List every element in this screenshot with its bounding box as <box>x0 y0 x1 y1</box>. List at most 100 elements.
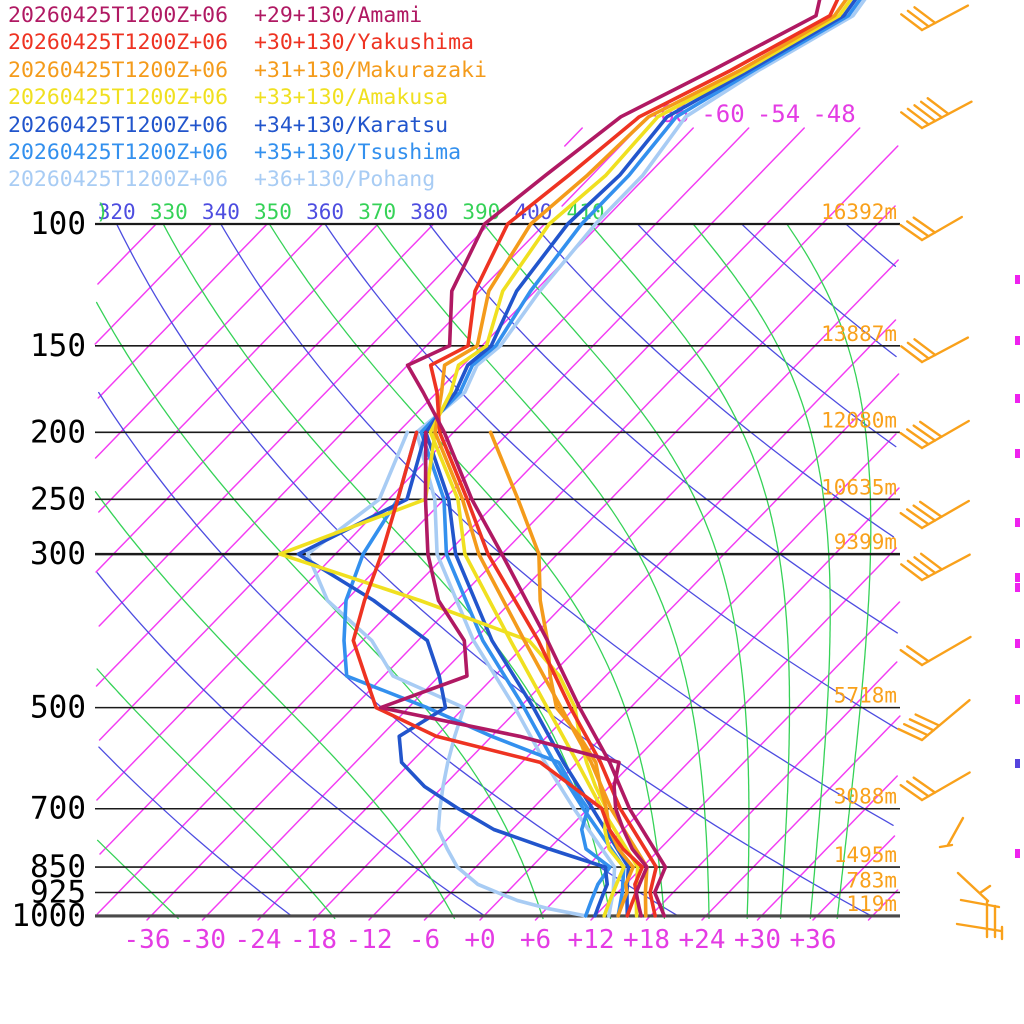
isotherm-line <box>95 223 435 573</box>
dewpoint-karatsu <box>296 430 610 918</box>
wind-barb-stroke <box>920 771 971 802</box>
wind-barb-stroke <box>920 698 971 742</box>
wind-barb-stroke <box>919 552 944 571</box>
moist-adiabat-line <box>375 223 710 920</box>
wind-barb-stroke <box>946 816 965 847</box>
wind-barb-stroke <box>900 13 924 32</box>
wind-barb-stroke <box>912 216 937 234</box>
wind-barb-stroke <box>905 220 930 238</box>
isotherm-line <box>95 223 546 687</box>
height-label-1000: 119m <box>846 892 897 916</box>
wind-barb-stroke <box>902 722 929 737</box>
temp-label-bottom: -24 <box>235 925 282 955</box>
edge-tick <box>1015 573 1020 582</box>
dry-adiabat-line <box>98 746 292 917</box>
wind-barb-stroke <box>955 922 1003 933</box>
height-label-250: 10635m <box>821 475 897 499</box>
isotherm-line <box>98 223 379 513</box>
dry-adiabat-line <box>116 223 872 917</box>
wind-barb-stroke <box>905 428 930 446</box>
moist-adiabat-line <box>589 223 791 920</box>
pressure-label-300: 300 <box>30 536 86 572</box>
pressure-label-1000: 1000 <box>11 898 86 934</box>
temperature-yakushima <box>428 0 840 918</box>
temp-label-bottom: +0 <box>464 925 495 955</box>
isotherm-line <box>98 223 490 627</box>
wind-barb-stroke <box>926 97 950 116</box>
wind-barb-stroke <box>906 9 930 28</box>
edge-tick <box>1015 275 1020 284</box>
wind-barb-stroke <box>897 727 924 742</box>
wind-barb-stroke <box>978 884 992 895</box>
moist-adiabat-label: 370 <box>358 200 396 224</box>
isotherm-line <box>756 775 898 921</box>
wind-barb-stroke <box>918 420 943 438</box>
wind-barb-stroke <box>920 100 973 130</box>
temp-labels-bottom: -36 -30 -24 -18 -12 -6 +0 +6 +12 +18 +24 +30 +36 <box>124 925 837 955</box>
wind-barb-stroke <box>920 499 970 530</box>
sounding-legend: 20260425T1200Z+06 +29+130/Amami 20260425T… <box>8 2 487 194</box>
isotherm-line <box>201 205 896 921</box>
dry-adiabat-label: 320 <box>98 200 136 224</box>
dry-adiabat-line <box>98 391 678 917</box>
dry-adiabat-line <box>845 223 897 267</box>
isotherm-line <box>423 433 897 921</box>
temp-label-bottom: +18 <box>623 925 670 955</box>
wind-barb-stroke <box>912 776 937 794</box>
temp-label-bottom: +36 <box>790 925 837 955</box>
temp-label-bottom: -36 <box>124 925 171 955</box>
wind-barb-stroke <box>912 424 937 442</box>
wind-barb-stroke <box>919 100 944 119</box>
isotherm-line <box>257 259 899 921</box>
temperature-amami <box>405 0 822 918</box>
isotherm-line <box>96 127 750 801</box>
isotherm-line <box>94 223 213 345</box>
pressure-label-925: 925 <box>30 874 86 910</box>
height-label-100: 16392m <box>821 200 897 224</box>
dry-adiabat-line <box>741 223 897 358</box>
wind-barb-stroke <box>899 648 924 667</box>
wind-barb-stroke <box>900 563 924 582</box>
temp-label-bottom: -12 <box>346 925 393 955</box>
edge-tick <box>1015 695 1020 704</box>
height-label-500: 5718m <box>834 684 897 708</box>
pressure-label-200: 200 <box>30 414 86 450</box>
moist-adiabat-line <box>96 839 179 920</box>
height-label-300: 9399m <box>834 530 897 554</box>
edge-tick <box>1015 518 1020 527</box>
dewpoint-pohang <box>305 430 588 918</box>
wind-barb-stroke <box>899 511 924 530</box>
wind-barb-stroke <box>956 871 990 903</box>
wind-barb-stroke <box>913 6 937 25</box>
dry-adiabats <box>96 223 899 917</box>
edge-tick <box>1015 583 1020 592</box>
legend-entry-yakushima: 20260425T1200Z+06 +30+130/Yakushima <box>8 30 474 56</box>
wind-barb-stroke <box>920 419 970 450</box>
edge-tick <box>1015 759 1020 768</box>
legend-entry-amami: 20260425T1200Z+06 +29+130/Amami <box>8 3 423 28</box>
wind-barb-stroke <box>938 843 954 849</box>
wind-barb-stroke <box>899 431 924 450</box>
temp-label-top: -60 <box>701 100 744 128</box>
pressure-label-150: 150 <box>30 328 86 364</box>
height-label-150: 13887m <box>821 322 897 346</box>
temperature-amakusa <box>428 0 853 918</box>
edge-ticks <box>1015 275 1020 858</box>
dry-adiabat-line <box>532 223 895 538</box>
temp-label-bottom: +12 <box>568 925 615 955</box>
isobars <box>95 222 900 918</box>
isotherm-line <box>812 835 896 921</box>
wind-barb-stroke <box>905 645 930 663</box>
sounding-curves <box>278 0 867 918</box>
edge-tick <box>1015 449 1020 458</box>
wind-barb-stroke <box>914 713 941 727</box>
wind-barb-column <box>897 4 1004 941</box>
moist-adiabat-line <box>94 491 456 920</box>
height-label-850: 1495m <box>834 843 897 867</box>
temp-label-bottom: -30 <box>179 925 226 955</box>
dry-adiabat-label: 360 <box>306 200 344 224</box>
wind-barb-stroke <box>959 898 1001 909</box>
